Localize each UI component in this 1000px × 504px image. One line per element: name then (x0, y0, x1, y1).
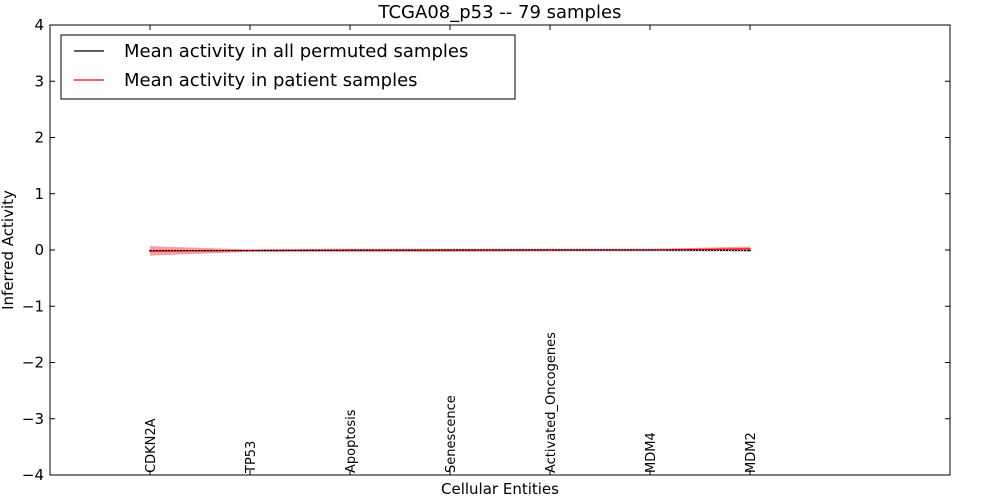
y-tick-label: −3 (22, 410, 44, 428)
x-axis-label: Cellular Entities (441, 480, 559, 498)
y-tick-label: −2 (22, 354, 44, 372)
legend-label-patient: Mean activity in patient samples (124, 70, 418, 91)
x-tick-label: MDM2 (744, 432, 759, 473)
point-permuted (749, 249, 751, 252)
legend: Mean activity in all permuted samples Me… (60, 34, 516, 100)
x-tick-label: MDM4 (644, 432, 659, 473)
point-patient (549, 249, 551, 251)
x-tick-label: CDKN2A (144, 418, 159, 473)
x-tick-label: TP53 (244, 441, 259, 474)
y-tick-label: −4 (22, 466, 44, 484)
y-tick-label: 2 (34, 129, 44, 147)
y-tick-label: 0 (34, 241, 44, 259)
point-patient (149, 250, 151, 252)
point-patient (649, 249, 651, 251)
point-patient (449, 249, 451, 252)
point-patient (749, 248, 751, 250)
legend-label-permuted: Mean activity in all permuted samples (124, 41, 468, 62)
point-patient (349, 249, 351, 252)
x-tick-label: Activated_Oncogenes (544, 332, 559, 473)
y-tick-label: 4 (34, 16, 44, 34)
x-tick-label: Apoptosis (344, 409, 359, 473)
chart-title: TCGA08_p53 -- 79 samples (378, 2, 622, 23)
y-tick-label: 3 (34, 72, 44, 90)
x-tick-label: Senescence (444, 395, 459, 473)
y-tick-label: −1 (22, 297, 44, 315)
point-patient (249, 249, 251, 252)
plot-area: 4 3 2 1 0 −1 −2 −3 −4 CDKN2A TP53 Apoptosis Senescen… (22, 16, 950, 484)
plot-frame (49, 24, 951, 476)
y-axis-label: Inferred Activity (0, 190, 17, 310)
y-tick-label: 1 (34, 185, 44, 203)
legend-box (60, 34, 516, 100)
